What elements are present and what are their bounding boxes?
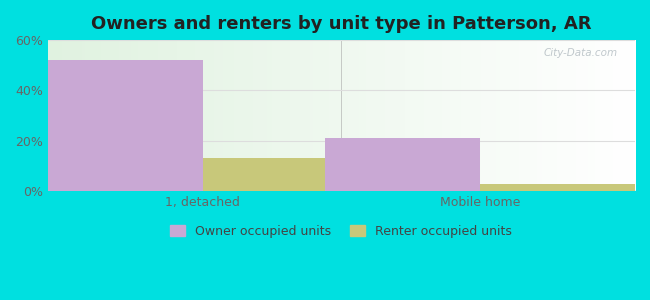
Bar — [325, 138, 480, 191]
Text: City-Data.com: City-Data.com — [543, 48, 618, 58]
Bar — [480, 184, 635, 191]
Legend: Owner occupied units, Renter occupied units: Owner occupied units, Renter occupied un… — [166, 220, 517, 243]
Title: Owners and renters by unit type in Patterson, AR: Owners and renters by unit type in Patte… — [91, 15, 592, 33]
Bar — [47, 60, 203, 191]
Bar — [203, 158, 358, 191]
